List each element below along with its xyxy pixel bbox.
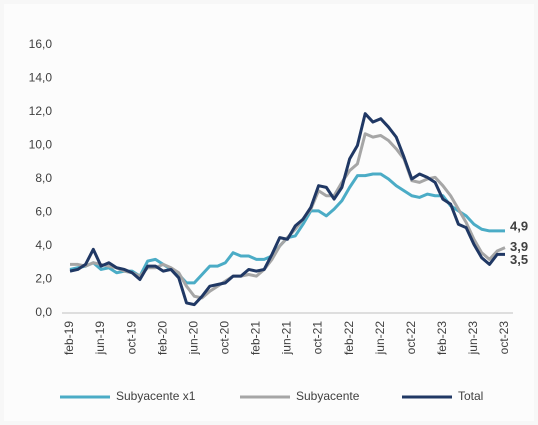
x-tick-label: oct-22 — [404, 321, 418, 355]
x-tick-label: jun-23 — [466, 321, 480, 356]
x-tick-label: oct-19 — [124, 321, 138, 355]
x-tick-label: feb-22 — [342, 321, 356, 355]
data-label: 4,9 — [510, 218, 528, 233]
legend-label: Total — [458, 389, 483, 403]
y-tick-label: 10,0 — [29, 138, 53, 152]
y-tick-label: 12,0 — [29, 104, 53, 118]
x-tick-label: jun-20 — [186, 321, 200, 356]
x-tick-label: jun-21 — [280, 321, 294, 356]
x-tick-label: feb-23 — [435, 321, 449, 355]
x-tick-label: jun-19 — [93, 321, 107, 356]
x-tick-label: jun-22 — [373, 321, 387, 356]
x-tick-label: feb-20 — [155, 321, 169, 355]
data-label: 3,9 — [510, 239, 528, 254]
y-tick-label: 4,0 — [35, 238, 52, 252]
y-tick-label: 14,0 — [29, 71, 53, 85]
legend-label: Subyacente — [296, 389, 360, 403]
y-tick-label: 16,0 — [29, 37, 53, 51]
x-tick-label: oct-20 — [218, 321, 232, 355]
y-tick-label: 0,0 — [35, 305, 52, 319]
y-tick-label: 2,0 — [35, 272, 52, 286]
series-line — [69, 112, 505, 307]
y-tick-label: 8,0 — [35, 171, 52, 185]
x-tick-label: feb-21 — [249, 321, 263, 355]
y-tick-label: 6,0 — [35, 205, 52, 219]
plot-background — [4, 4, 534, 421]
x-tick-label: oct-21 — [311, 321, 325, 355]
x-tick-label: oct-23 — [497, 321, 511, 355]
data-label: 3,5 — [510, 252, 528, 267]
legend-label: Subyacente x1 — [116, 389, 196, 403]
x-tick-label: feb-19 — [62, 321, 76, 355]
